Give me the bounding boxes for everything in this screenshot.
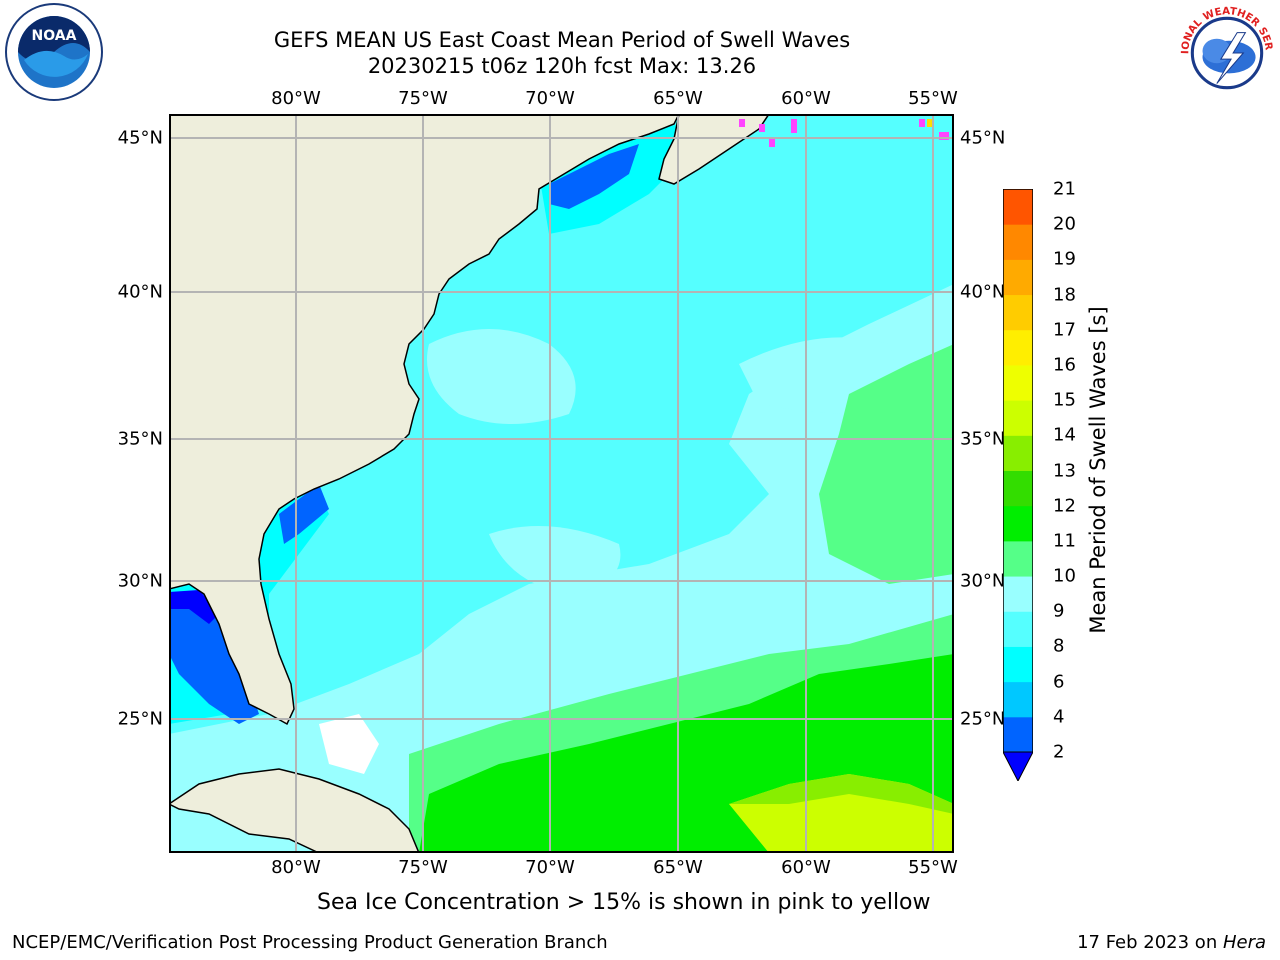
graticule (169, 114, 954, 853)
colorbar-segment (1003, 505, 1033, 542)
colorbar-tick-label: 15 (1053, 389, 1076, 411)
colorbar-tick-label: 20 (1053, 213, 1076, 235)
footer-credit: NCEP/EMC/Verification Post Processing Pr… (12, 932, 608, 953)
sea-ice-marker (759, 124, 765, 132)
lat-tick-left: 35°N (117, 428, 163, 450)
colorbar-label: Mean Period of Swell Waves [s] (1086, 306, 1110, 634)
nodata-bahamas (319, 714, 379, 774)
colorbar-tick-label: 18 (1053, 284, 1076, 306)
lat-tick-left: 25°N (117, 708, 163, 730)
lat-tick-left: 45°N (117, 127, 163, 149)
colorbar-tick-label: 11 (1053, 530, 1076, 552)
colorbar-segment (1003, 611, 1033, 647)
lat-tick-right: 30°N (960, 570, 1006, 592)
period-2-4-zone-gulf (169, 589, 259, 724)
lon-tick-bottom: 65°W (653, 857, 703, 878)
lon-tick-bottom: 80°W (271, 857, 321, 878)
colorbar-tick-label: 19 (1053, 248, 1076, 270)
period-9-10-zone-east (819, 344, 954, 584)
lat-tick-right: 40°N (960, 281, 1006, 303)
colorbar-segment (1003, 224, 1033, 260)
colorbar-tick-label: 9 (1053, 600, 1065, 622)
noaa-logo-text: NOAA (32, 28, 77, 44)
sea-ice-marker (791, 119, 797, 133)
lon-tick-bottom: 75°W (398, 857, 448, 878)
sea-ice-marker (939, 132, 949, 140)
colorbar-segment (1003, 189, 1033, 225)
footer-machine: Hera (1222, 932, 1266, 953)
colorbar-tick-label: 17 (1053, 319, 1076, 341)
lon-tick-bottom: 70°W (525, 857, 575, 878)
colorbar-tick-label: 2 (1053, 741, 1065, 763)
period-2-4-zone-georgia (279, 484, 329, 544)
colorbar-segment (1003, 540, 1033, 577)
colorbar-tick-label: 10 (1053, 565, 1076, 587)
land-nova-scotia (658, 114, 770, 185)
footer-date: 17 Feb 2023 on Hera (1077, 932, 1266, 953)
sea-ice-marker (739, 119, 745, 127)
period-8-9-patch-south (489, 526, 621, 594)
lon-tick-bottom: 60°W (781, 857, 831, 878)
colorbar-segment (1003, 646, 1033, 683)
lat-tick-left: 30°N (117, 570, 163, 592)
chart-title-line1: GEFS MEAN US East Coast Mean Period of S… (273, 28, 851, 52)
colorbar-tick-label: 14 (1053, 424, 1076, 446)
sea-ice-marker (927, 119, 933, 127)
lon-tick-top: 60°W (781, 88, 831, 109)
period-11-12-zone (729, 774, 954, 814)
period-2-4-zone-gulf-maine (549, 144, 639, 209)
sea-ice-marker (919, 119, 925, 127)
lat-tick-right: 35°N (960, 428, 1006, 450)
land-cuba (169, 768, 420, 853)
colorbar-segment (1003, 364, 1033, 401)
colorbar-tick-label: 4 (1053, 706, 1065, 728)
colorbar-segment (1003, 329, 1033, 366)
colorbar-segment (1003, 400, 1033, 436)
noaa-logo: NOAA (5, 3, 103, 101)
colorbar-segment (1003, 681, 1033, 718)
swell-period-map (169, 114, 954, 853)
colorbar-segment (1003, 716, 1033, 753)
colorbar-segment (1003, 435, 1033, 471)
period-under-2-zone-gulf (169, 590, 219, 624)
nws-logo: NATIONAL WEATHER SERVICE (1176, 2, 1276, 102)
sea-ice-note: Sea Ice Concentration > 15% is shown in … (317, 890, 931, 915)
period-8-9-patch-north (427, 329, 576, 424)
colorbar-tick-label: 8 (1053, 635, 1065, 657)
lon-tick-bottom: 55°W (908, 857, 958, 878)
colorbar-segment (1003, 576, 1033, 612)
colorbar (1003, 189, 1033, 781)
lon-tick-top: 80°W (271, 88, 321, 109)
lat-tick-left: 40°N (117, 281, 163, 303)
chart-title-line2: 20230215 t06z 120h fcst Max: 13.26 (367, 54, 757, 78)
sea-ice-marker (769, 139, 775, 147)
footer-date-text: 17 Feb 2023 on (1077, 932, 1223, 953)
colorbar-tick-label: 13 (1053, 460, 1076, 481)
lon-tick-top: 65°W (653, 88, 703, 109)
colorbar-under-triangle (1003, 751, 1033, 781)
lat-tick-right: 45°N (960, 127, 1006, 149)
colorbar-segment (1003, 259, 1033, 296)
colorbar-tick-label: 6 (1053, 671, 1065, 693)
colorbar-segment (1003, 470, 1033, 507)
colorbar-segment (1003, 294, 1033, 331)
map-frame (169, 114, 954, 853)
lon-tick-top: 70°W (525, 88, 575, 109)
colorbar-tick-label: 12 (1053, 495, 1076, 517)
colorbar-tick-label: 21 (1053, 178, 1076, 200)
lon-tick-top: 75°W (398, 88, 448, 109)
lat-tick-right: 25°N (960, 708, 1006, 730)
lon-tick-top: 55°W (908, 88, 958, 109)
colorbar-tick-label: 16 (1053, 354, 1076, 376)
